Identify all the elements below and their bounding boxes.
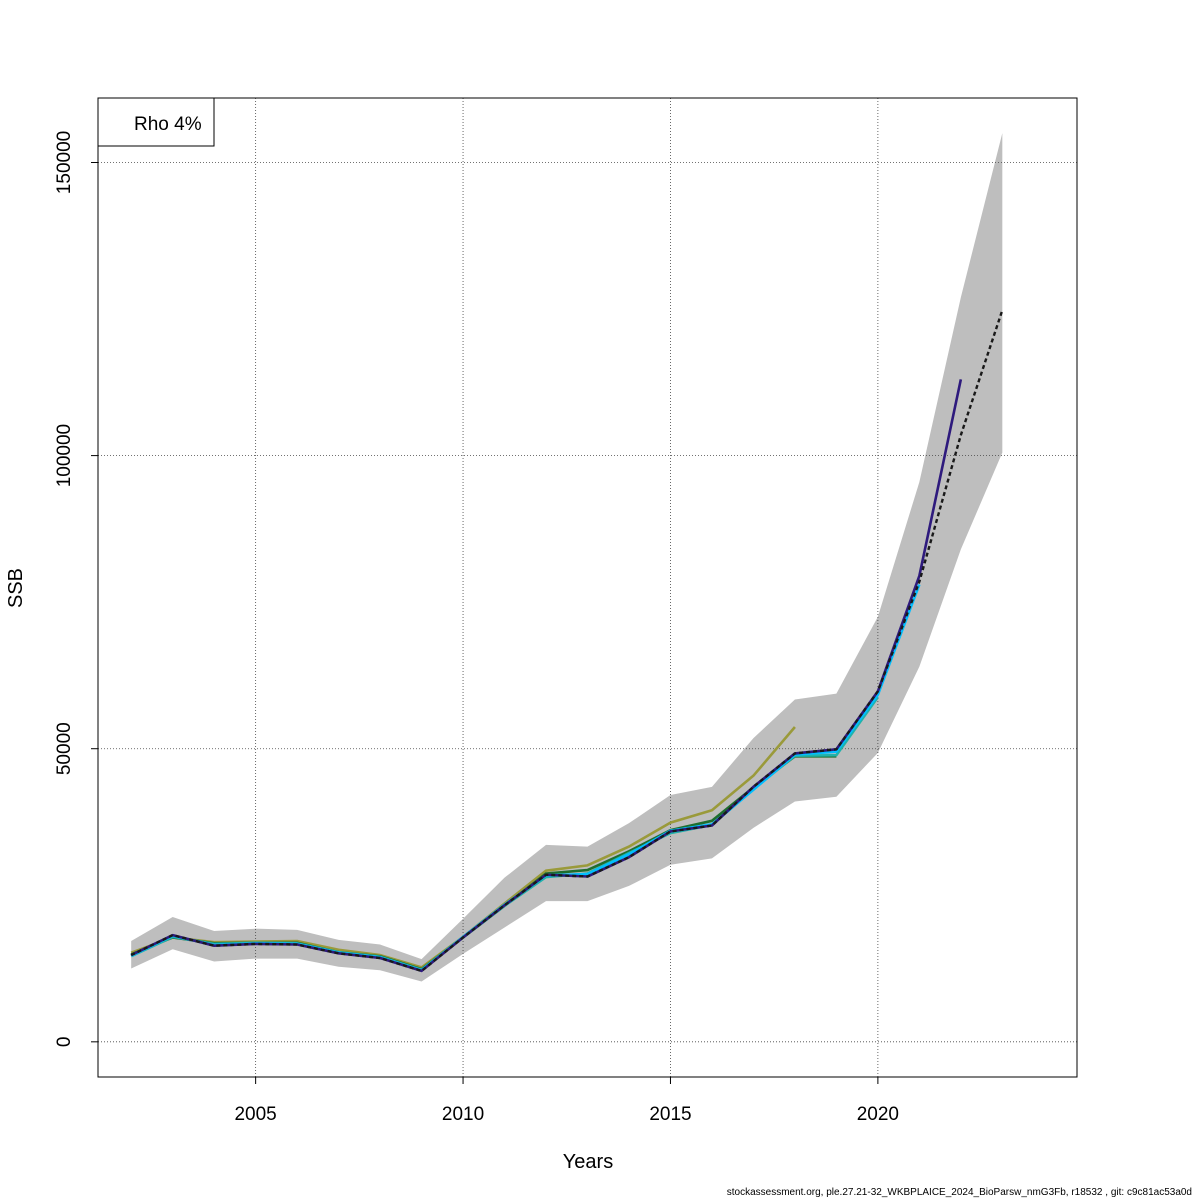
legend-box: Rho 4%	[97, 97, 215, 147]
y-tick-label: 0	[54, 1037, 75, 1048]
series-line	[130, 309, 1004, 973]
confidence-band	[131, 133, 1003, 982]
legend-text: Rho 4%	[134, 114, 202, 135]
y-tick-label: 50000	[54, 722, 75, 775]
grid-layer	[98, 98, 1077, 1077]
y-tick-label: 100000	[54, 424, 75, 487]
confidence-band-layer	[131, 133, 1003, 982]
x-tick-label: 2015	[649, 1104, 691, 1125]
y-axis-label: SSB	[5, 568, 27, 608]
series-layer	[130, 309, 1004, 973]
tick-layer: 2005 2010 2015 2020 0 50000 100000 150000	[54, 131, 899, 1125]
footer-text: stockassessment.org, ple.27.21-32_WKBPLA…	[726, 1187, 1192, 1198]
y-tick-label: 150000	[54, 131, 75, 194]
x-tick-label: 2010	[442, 1104, 484, 1125]
x-axis-label: Years	[563, 1151, 613, 1173]
x-tick-label: 2005	[234, 1104, 276, 1125]
x-tick-label: 2020	[857, 1104, 899, 1125]
plot-frame	[97, 97, 1078, 1078]
